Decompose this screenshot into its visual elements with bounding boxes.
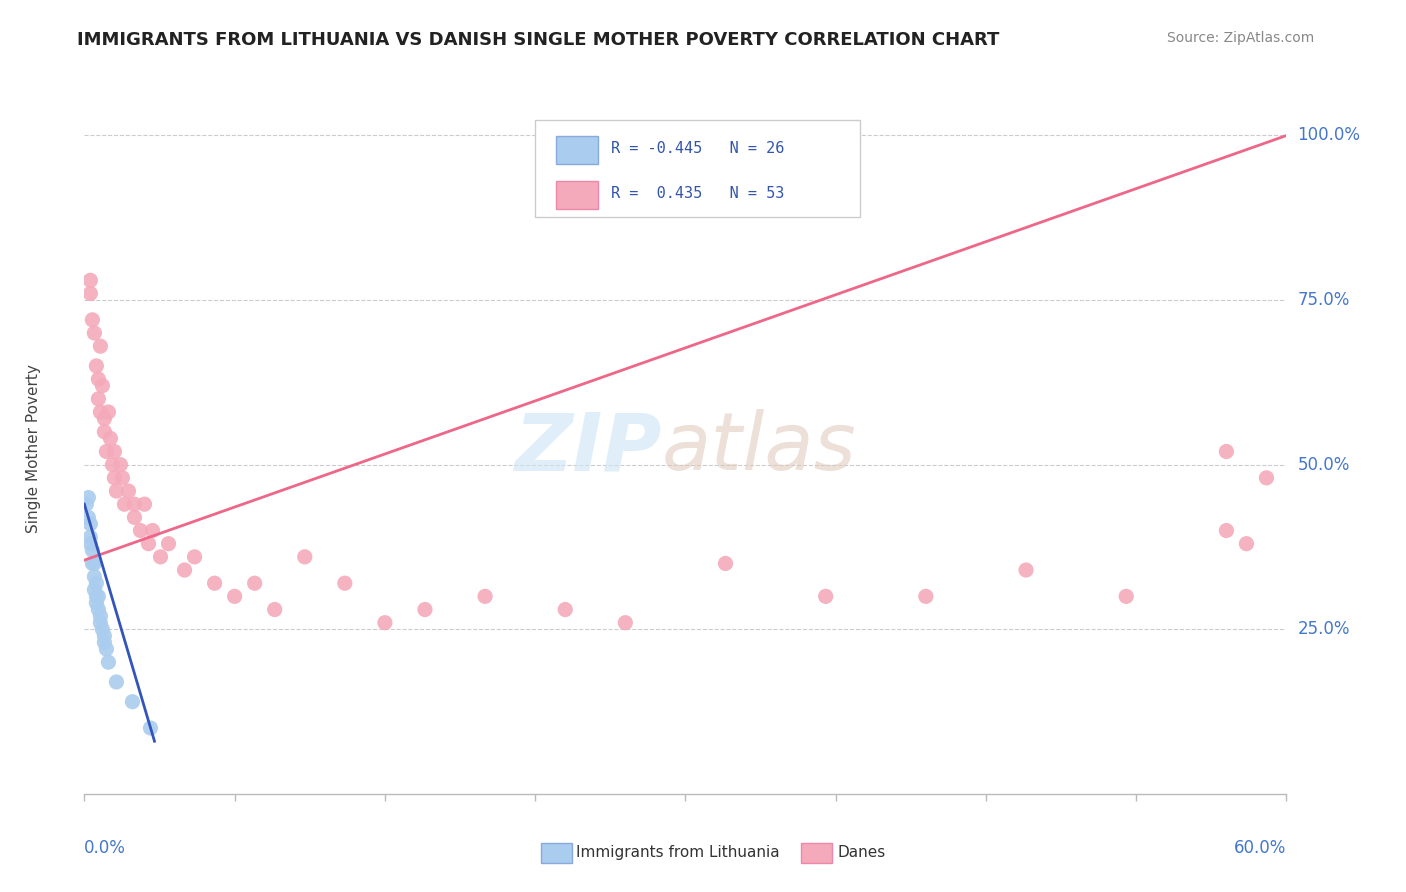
Point	[89, 609, 111, 624]
Point	[93, 635, 115, 649]
Point	[111, 471, 134, 485]
Point	[96, 444, 118, 458]
Point	[79, 537, 101, 551]
Point	[97, 655, 120, 669]
Text: 100.0%: 100.0%	[1298, 127, 1361, 145]
Point	[97, 405, 120, 419]
Point	[141, 524, 163, 538]
Point	[91, 622, 114, 636]
Point	[149, 549, 172, 564]
FancyBboxPatch shape	[555, 181, 598, 209]
Text: 50.0%: 50.0%	[1298, 456, 1350, 474]
Point	[413, 602, 436, 616]
Point	[103, 444, 125, 458]
Text: Danes: Danes	[838, 846, 886, 860]
Point	[117, 483, 139, 498]
Text: R =  0.435   N = 53: R = 0.435 N = 53	[610, 186, 785, 201]
Point	[96, 642, 118, 657]
Point	[89, 405, 111, 419]
Point	[103, 471, 125, 485]
Point	[374, 615, 396, 630]
Point	[114, 497, 135, 511]
Point	[83, 557, 105, 571]
Text: R = -0.445   N = 26: R = -0.445 N = 26	[610, 141, 785, 156]
Point	[87, 602, 110, 616]
Point	[121, 695, 143, 709]
Text: Source: ZipAtlas.com: Source: ZipAtlas.com	[1167, 31, 1315, 45]
Point	[243, 576, 266, 591]
Point	[93, 629, 115, 643]
Point	[105, 483, 128, 498]
Point	[1015, 563, 1038, 577]
Point	[83, 569, 105, 583]
Point	[294, 549, 316, 564]
Point	[1115, 590, 1137, 604]
Point	[814, 590, 837, 604]
Point	[105, 675, 128, 690]
Point	[79, 273, 101, 287]
Point	[89, 339, 111, 353]
Point	[86, 590, 108, 604]
Point	[79, 530, 101, 544]
Point	[75, 497, 97, 511]
Point	[1256, 471, 1278, 485]
Point	[86, 596, 108, 610]
Point	[83, 582, 105, 597]
Point	[79, 516, 101, 531]
Point	[77, 491, 100, 505]
Text: Single Mother Poverty: Single Mother Poverty	[27, 364, 41, 533]
Point	[82, 543, 104, 558]
Point	[83, 326, 105, 340]
Point	[333, 576, 356, 591]
Point	[87, 590, 110, 604]
Point	[1234, 537, 1257, 551]
Point	[139, 721, 162, 735]
Point	[110, 458, 132, 472]
Point	[86, 359, 108, 373]
Text: Immigrants from Lithuania: Immigrants from Lithuania	[576, 846, 780, 860]
Point	[173, 563, 195, 577]
Text: ZIP: ZIP	[515, 409, 661, 487]
Point	[614, 615, 637, 630]
Point	[124, 497, 146, 511]
Point	[138, 537, 160, 551]
Point	[82, 313, 104, 327]
Point	[1215, 524, 1237, 538]
Point	[86, 576, 108, 591]
Text: 0.0%: 0.0%	[84, 838, 127, 857]
Point	[134, 497, 156, 511]
Point	[714, 557, 737, 571]
Text: 75.0%: 75.0%	[1298, 291, 1350, 310]
Point	[87, 392, 110, 406]
Point	[157, 537, 180, 551]
FancyBboxPatch shape	[555, 136, 598, 164]
Point	[87, 372, 110, 386]
Text: 25.0%: 25.0%	[1298, 620, 1350, 639]
FancyBboxPatch shape	[536, 120, 859, 217]
Text: atlas: atlas	[661, 409, 856, 487]
Point	[124, 510, 146, 524]
Point	[129, 524, 152, 538]
Point	[91, 378, 114, 392]
Point	[100, 431, 122, 445]
Point	[554, 602, 576, 616]
Point	[204, 576, 226, 591]
Point	[915, 590, 938, 604]
Point	[474, 590, 496, 604]
Point	[224, 590, 246, 604]
Point	[89, 615, 111, 630]
Point	[79, 286, 101, 301]
Point	[183, 549, 205, 564]
Point	[77, 510, 100, 524]
Text: 60.0%: 60.0%	[1234, 838, 1286, 857]
Point	[93, 425, 115, 439]
Text: IMMIGRANTS FROM LITHUANIA VS DANISH SINGLE MOTHER POVERTY CORRELATION CHART: IMMIGRANTS FROM LITHUANIA VS DANISH SING…	[77, 31, 1000, 49]
Point	[82, 557, 104, 571]
Point	[93, 411, 115, 425]
Point	[263, 602, 285, 616]
Point	[101, 458, 124, 472]
Point	[1215, 444, 1237, 458]
